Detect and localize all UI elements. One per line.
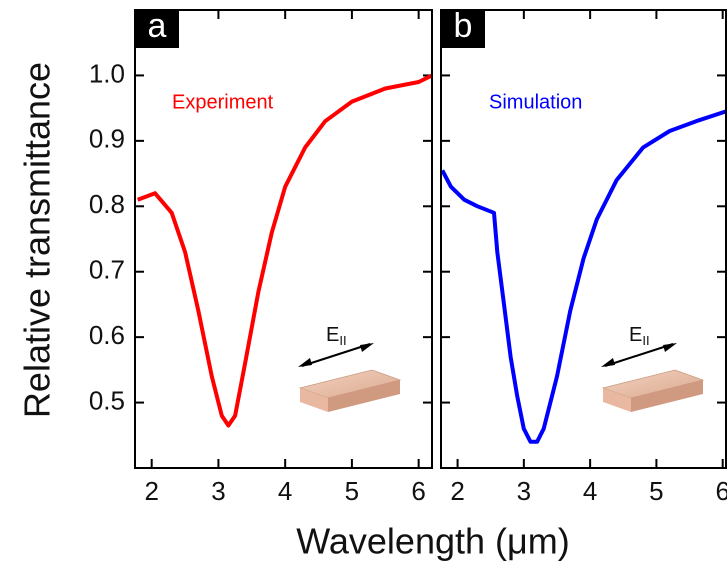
data-line [440,109,727,444]
field-label-subscript: II [339,333,346,348]
x-tick-label: 2 [450,476,464,506]
x-tick-label: 5 [649,476,663,506]
x-tick-label: 3 [211,476,225,506]
arrow-head [360,343,374,352]
x-tick-label: 6 [411,476,425,506]
plot-frame [134,9,433,469]
y-axis-title: Relative transmittance [17,62,58,418]
panel-label-box [135,10,179,48]
slab-front [300,388,328,412]
field-label-subscript: II [642,333,649,348]
panel-label: a [148,7,167,45]
y-tick-label: 1.0 [89,58,125,88]
panel-label-box [441,10,485,48]
plot-frame [440,9,727,469]
x-tick-label: 2 [144,476,158,506]
x-tick-label: 6 [715,476,727,506]
field-arrow [301,343,371,367]
field-label: EII [629,324,650,348]
y-tick-label: 0.8 [89,189,125,219]
arrow-head [601,358,615,367]
y-tick-label: 0.6 [89,320,125,350]
x-tick-label: 3 [517,476,531,506]
x-tick-label: 4 [278,476,292,506]
arrow-head [663,343,677,352]
y-tick-label: 0.7 [89,255,125,285]
data-line [136,73,433,428]
field-arrow [604,343,674,367]
y-tick-label: 0.9 [89,124,125,154]
slab-side [631,380,703,412]
field-label-main: E [629,324,642,346]
slab-front [603,388,631,412]
panel-label: b [454,7,473,45]
x-tick-label: 4 [583,476,597,506]
arrow-head [298,358,312,367]
field-label: EII [326,324,347,348]
annotation: Experiment [172,91,274,113]
x-axis-title: Wavelength (μm) [296,521,569,562]
slab-side [328,380,400,412]
annotation: Simulation [489,91,582,113]
y-tick-label: 0.5 [89,385,125,415]
field-label-main: E [326,324,339,346]
x-tick-label: 5 [345,476,359,506]
